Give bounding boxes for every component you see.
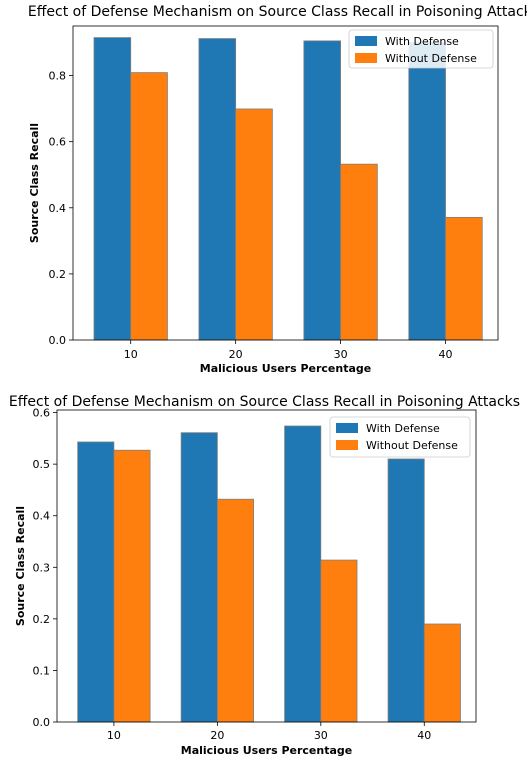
bar [77, 441, 115, 723]
x-tick-label: 40 [439, 348, 453, 361]
legend-label-with-defense: With Defense [385, 35, 459, 48]
y-tick-label: 0.0 [33, 716, 51, 729]
legend-swatch-without-defense [336, 440, 358, 450]
legend-label-with-defense: With Defense [366, 422, 440, 435]
y-tick-label: 0.0 [49, 334, 67, 347]
bar [445, 216, 483, 341]
bar [340, 163, 378, 341]
bar [408, 42, 446, 341]
chart-2: Effect of Defense Mechanism on Source Cl… [9, 394, 520, 757]
bar [130, 72, 168, 341]
x-tick-label: 10 [124, 348, 138, 361]
y-tick-label: 0.1 [33, 664, 51, 677]
plot-frame [56, 409, 477, 723]
series-with-defense [93, 37, 446, 341]
y-axis-label: Source Class Recall [14, 506, 27, 626]
legend: With Defense Without Defense [329, 416, 471, 458]
bar [113, 449, 151, 723]
y-tick-label: 0.2 [33, 613, 51, 626]
x-tick-label: 20 [210, 729, 224, 742]
series-without-defense [130, 72, 483, 341]
bar [235, 108, 273, 341]
bar [216, 498, 254, 723]
y-tick-label: 0.4 [49, 202, 67, 215]
y-tick-label: 0.4 [33, 510, 51, 523]
y-axis-label: Source Class Recall [28, 123, 41, 243]
y-tick-label: 0.3 [33, 561, 51, 574]
series-without-defense [113, 449, 461, 723]
chart-title: Effect of Defense Mechanism on Source Cl… [9, 394, 520, 410]
bar [284, 425, 322, 723]
bar [303, 40, 341, 341]
legend: With Defense Without Defense [348, 29, 494, 69]
x-tick-label: 30 [334, 348, 348, 361]
x-tick-label: 40 [417, 729, 431, 742]
legend-box [329, 416, 471, 458]
x-tick-label: 30 [314, 729, 328, 742]
bar [198, 38, 237, 341]
legend-label-without-defense: Without Defense [366, 439, 458, 452]
x-axis-label: Malicious Users Percentage [181, 744, 352, 757]
bar [387, 458, 425, 723]
legend-box [348, 29, 494, 69]
bar [320, 559, 358, 723]
legend-label-without-defense: Without Defense [385, 52, 477, 65]
chart-1: Effect of Defense Mechanism on Source Cl… [28, 4, 527, 375]
y-tick-label: 0.6 [33, 407, 51, 420]
legend-swatch-with-defense [355, 36, 377, 46]
legend-swatch-without-defense [355, 53, 377, 63]
bar [93, 37, 132, 341]
x-tick-label: 10 [107, 729, 121, 742]
chart-title: Effect of Defense Mechanism on Source Cl… [28, 4, 527, 20]
y-tick-label: 0.8 [49, 70, 67, 83]
y-tick-label: 0.5 [33, 458, 51, 471]
x-axis-label: Malicious Users Percentage [200, 362, 371, 375]
legend-swatch-with-defense [336, 423, 358, 433]
y-tick-label: 0.6 [49, 136, 67, 149]
y-tick-label: 0.2 [49, 268, 67, 281]
plot-frame [72, 25, 499, 341]
bar [180, 432, 218, 723]
bar [423, 623, 461, 723]
x-tick-label: 20 [229, 348, 243, 361]
